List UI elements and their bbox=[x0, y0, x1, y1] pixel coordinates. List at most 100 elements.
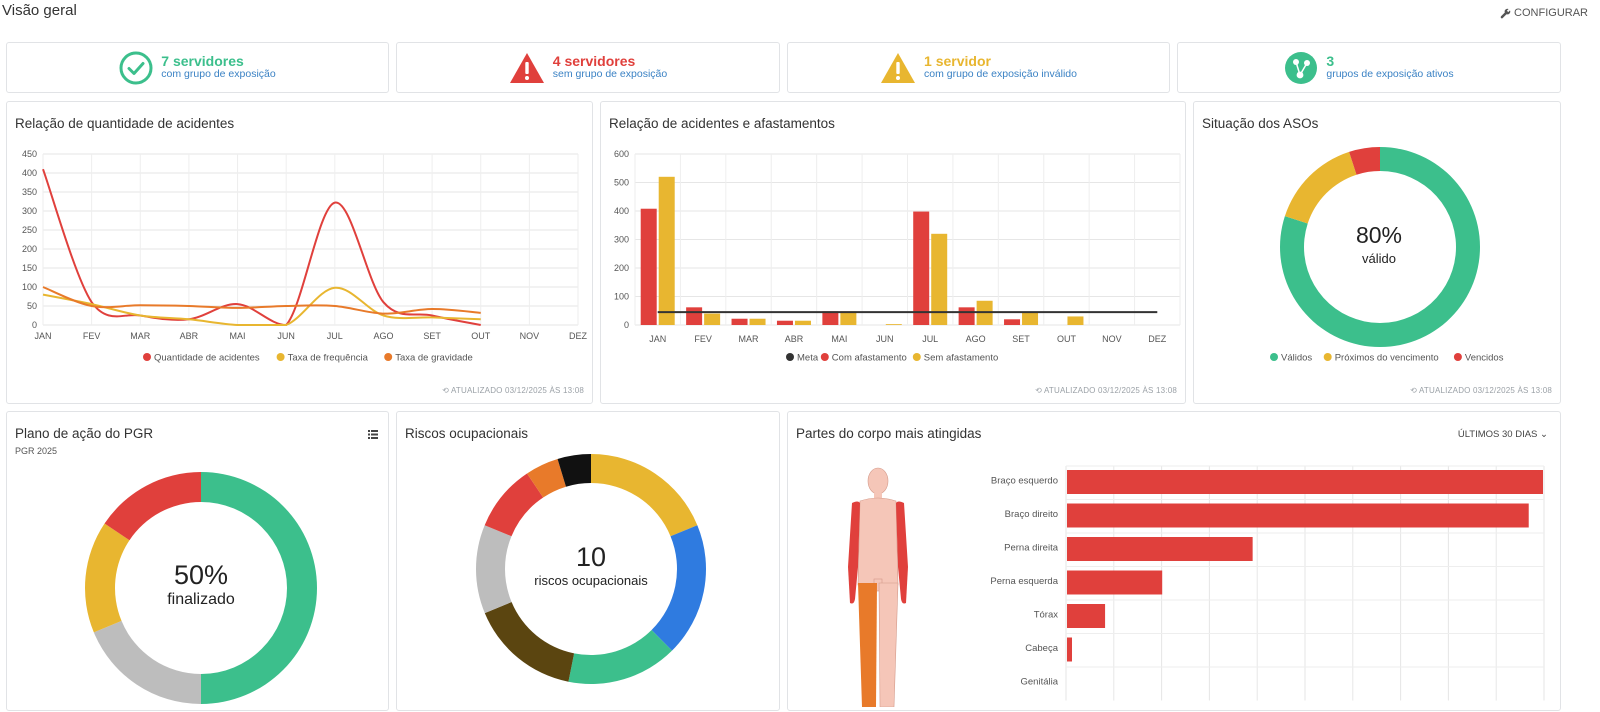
aso-slice bbox=[1284, 151, 1357, 224]
series-line bbox=[42, 286, 481, 326]
period-filter-dropdown[interactable]: ÚLTIMOS 30 DIAS ⌄ bbox=[1457, 429, 1548, 440]
x-tick-label: OUT bbox=[1057, 334, 1077, 344]
y-tick-label: 50 bbox=[27, 301, 37, 311]
y-tick-label: Tórax bbox=[1034, 610, 1059, 621]
bar-jun-sem bbox=[885, 324, 902, 325]
pgr-slice bbox=[201, 472, 317, 704]
risk-slice bbox=[557, 454, 591, 487]
y-tick-label: Perna esquerda bbox=[990, 576, 1058, 587]
legend-label: Vencidos bbox=[1465, 353, 1504, 364]
donut-label: riscos ocupacionais bbox=[534, 573, 648, 588]
panel-title: Partes do corpo mais atingidas bbox=[796, 426, 982, 441]
bar-fev-sem bbox=[704, 313, 721, 325]
legend-label: Sem afastamento bbox=[924, 353, 998, 364]
pgr-slice bbox=[85, 523, 130, 633]
x-tick-label: NOV bbox=[1102, 334, 1122, 344]
bar-mar-sem bbox=[749, 318, 766, 325]
body-left-leg bbox=[878, 582, 899, 707]
warning-icon bbox=[881, 52, 916, 83]
x-tick-label: DEZ bbox=[569, 331, 588, 341]
configure-button[interactable]: CONFIGURAR bbox=[1500, 7, 1588, 19]
bar-out-sem bbox=[1067, 316, 1084, 325]
series-line bbox=[42, 286, 481, 315]
donut-label: finalizado bbox=[167, 591, 235, 608]
x-tick-label: MAI bbox=[230, 331, 246, 341]
occupational-risks-panel: Riscos ocupacionais 10 riscos ocupaciona… bbox=[396, 411, 780, 711]
x-tick-label: MAR bbox=[739, 334, 760, 344]
stat-card-invalid-group[interactable]: 1 servidor com grupo de exposição inválid… bbox=[787, 42, 1170, 93]
x-tick-label: AGO bbox=[966, 334, 986, 344]
donut-value: 10 bbox=[575, 542, 607, 572]
x-tick-label: JUN bbox=[876, 334, 894, 344]
x-tick-label: DEZ bbox=[1148, 334, 1167, 344]
legend-label: Quantidade de acidentes bbox=[154, 353, 260, 364]
pgr-slice bbox=[93, 620, 201, 704]
panel-title: Situação dos ASOs bbox=[1202, 116, 1319, 131]
legend-marker bbox=[384, 353, 393, 361]
x-tick-label: SET bbox=[423, 331, 441, 341]
y-tick-label: Braço esquerdo bbox=[991, 476, 1058, 487]
x-tick-label: MAI bbox=[831, 334, 847, 344]
y-tick-label: 200 bbox=[22, 244, 37, 254]
bar-set-com bbox=[1004, 319, 1021, 325]
risk-slice bbox=[651, 525, 706, 651]
y-tick-label: 600 bbox=[614, 149, 629, 159]
stat-sub: com grupo de exposição inválido bbox=[924, 68, 1077, 81]
stat-sub: grupos de exposição ativos bbox=[1326, 68, 1454, 81]
y-tick-label: 400 bbox=[614, 206, 629, 216]
bar-abr-sem bbox=[794, 320, 811, 325]
stat-main: 3 bbox=[1326, 53, 1335, 70]
stat-main: 7 servidores bbox=[161, 53, 244, 70]
stat-card-active-groups[interactable]: 3 grupos de exposição ativos bbox=[1177, 42, 1561, 93]
stat-card-without-group[interactable]: 4 servidores sem grupo de exposição bbox=[396, 42, 780, 93]
bar-body-part bbox=[1067, 604, 1106, 628]
stat-sub: sem grupo de exposição bbox=[552, 68, 668, 81]
human-body-figure bbox=[848, 467, 908, 707]
x-tick-label: AGO bbox=[373, 331, 393, 341]
aso-status-panel: Situação dos ASOs Válidos Próximos do ven… bbox=[1193, 101, 1561, 404]
donut-value: 50% bbox=[173, 560, 229, 590]
updated-timestamp: ⟲ ATUALIZADO 03/12/2025 ÀS 13:08 bbox=[1035, 386, 1177, 395]
x-tick-label: JAN bbox=[649, 334, 666, 344]
y-tick-label: Perna direita bbox=[1004, 543, 1059, 554]
warning-icon bbox=[509, 52, 544, 83]
x-tick-label: FEV bbox=[83, 331, 101, 341]
bar-abr-com bbox=[776, 320, 793, 325]
y-tick-label: 300 bbox=[22, 206, 37, 216]
bar-ago-com bbox=[958, 307, 975, 325]
groups-icon bbox=[1285, 51, 1318, 84]
list-icon[interactable] bbox=[368, 430, 378, 439]
x-tick-label: MAR bbox=[130, 331, 151, 341]
bar-body-part bbox=[1067, 470, 1543, 494]
leaves-bar-chart: 0 100 200 300 400 500 600 JAN FEV MAR ABR MAI JUN JUL… bbox=[614, 149, 1181, 364]
y-tick-label: 250 bbox=[22, 225, 37, 235]
risks-donut-chart bbox=[476, 454, 706, 684]
leaves-chart-panel: Relação de acidentes e afastamentos 0 100… bbox=[600, 101, 1186, 404]
legend-label: Taxa de gravidade bbox=[395, 353, 473, 364]
pgr-donut-chart bbox=[85, 472, 317, 704]
risk-slice bbox=[476, 525, 512, 614]
y-tick-label: Genitália bbox=[1021, 677, 1059, 688]
wrench-icon bbox=[1500, 8, 1511, 18]
y-tick-label: 0 bbox=[624, 320, 629, 330]
body-neck bbox=[874, 493, 882, 500]
bar-mai-com bbox=[822, 311, 839, 325]
bar-body-part bbox=[1067, 537, 1253, 561]
bar-jan-com bbox=[640, 208, 657, 325]
bar-jul-com bbox=[913, 211, 930, 325]
aso-slice bbox=[1349, 147, 1380, 175]
legend-marker bbox=[912, 353, 921, 361]
donut-center: 10 riscos ocupacionais bbox=[511, 542, 671, 588]
legend-marker bbox=[1270, 353, 1278, 361]
legend-label: Próximos do vencimento bbox=[1335, 353, 1439, 364]
body-parts-panel: Partes do corpo mais atingidas ÚLTIMOS 3… bbox=[787, 411, 1561, 711]
stat-card-with-group[interactable]: 7 servidores com grupo de exposição bbox=[6, 42, 389, 93]
stat-sub: com grupo de exposição bbox=[161, 68, 276, 81]
y-tick-label: 450 bbox=[22, 149, 37, 159]
legend-marker bbox=[820, 353, 829, 361]
donut-value: 80% bbox=[1355, 222, 1403, 248]
legend-label: Com afastamento bbox=[832, 353, 907, 364]
pgr-action-plan-panel: Plano de ação do PGR PGR 2025 50% finali… bbox=[6, 411, 389, 711]
legend-marker bbox=[786, 353, 794, 361]
y-tick-label: 500 bbox=[614, 178, 629, 188]
